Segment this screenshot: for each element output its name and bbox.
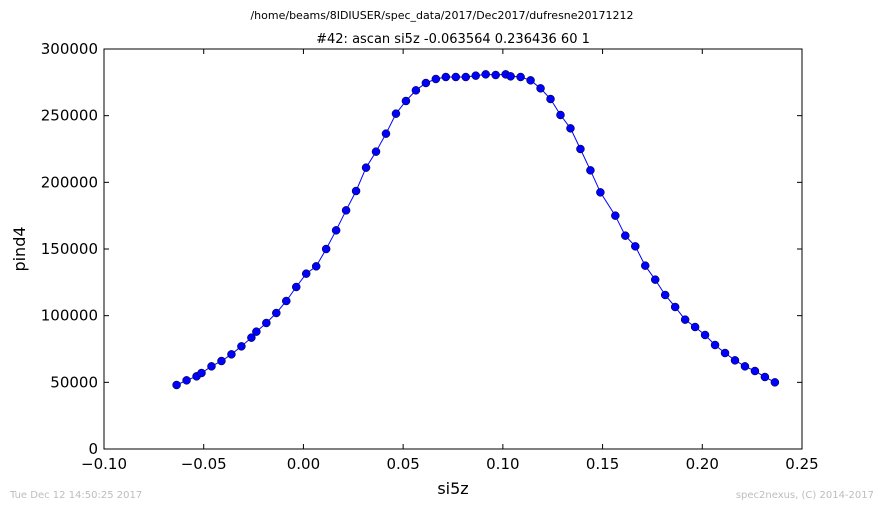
data-point <box>301 269 311 278</box>
data-point <box>282 296 291 306</box>
data-point <box>451 72 461 82</box>
series-line <box>176 73 776 386</box>
y-tick-label: 50000 <box>50 373 98 391</box>
y-tick-label: 300000 <box>41 40 98 58</box>
data-point <box>740 362 750 371</box>
data-point <box>536 84 545 93</box>
data-point <box>770 378 780 387</box>
data-point <box>631 242 640 251</box>
x-tick-label: 0.25 <box>785 455 818 473</box>
data-point <box>331 226 341 235</box>
chart-title: #42: ascan si5z -0.063564 0.236436 60 1 <box>316 32 590 47</box>
data-point <box>431 74 441 84</box>
y-tick-label: 200000 <box>41 173 98 191</box>
y-tick-label: 0 <box>88 440 98 458</box>
data-point <box>621 231 630 240</box>
data-point <box>272 308 281 318</box>
data-point <box>611 211 620 220</box>
data-point <box>670 302 680 312</box>
data-point <box>596 188 605 197</box>
data-point <box>750 366 760 376</box>
data-point <box>361 163 371 172</box>
data-point <box>546 94 555 104</box>
data-point <box>491 70 500 80</box>
data-point <box>650 275 660 284</box>
data-point <box>262 318 271 328</box>
x-tick-label: 0.20 <box>686 455 719 473</box>
x-tick-label: 0.00 <box>287 455 320 473</box>
x-tick-label: −0.05 <box>181 455 227 473</box>
data-point <box>197 368 206 378</box>
data-point <box>700 330 710 340</box>
y-axis-label: pind4 <box>10 226 29 271</box>
data-point <box>516 72 525 82</box>
data-point <box>237 342 246 351</box>
x-tick-label: 0.05 <box>386 455 419 473</box>
data-point <box>172 380 181 390</box>
data-point <box>710 340 720 350</box>
data-point <box>760 372 770 382</box>
data-point <box>391 109 401 118</box>
data-point <box>351 186 361 196</box>
data-point <box>680 315 690 324</box>
y-axis: 0 50000 100000 150000 200000 250000 300000 <box>41 40 802 458</box>
y-tick-label: 150000 <box>41 240 98 258</box>
figure-suptitle: /home/beams/8IDIUSER/spec_data/2017/Dec2… <box>250 9 633 22</box>
data-point <box>381 129 391 138</box>
y-tick-label: 250000 <box>41 107 98 125</box>
data-point <box>576 144 585 154</box>
x-tick-label: 0.10 <box>486 455 519 473</box>
series-layer <box>172 70 780 390</box>
data-point <box>690 322 700 332</box>
data-point <box>506 72 515 81</box>
footer-credit: spec2nexus, (C) 2014-2017 <box>736 490 874 501</box>
data-point <box>471 71 480 80</box>
data-point <box>217 356 226 366</box>
plot-frame <box>103 48 803 450</box>
data-point <box>341 206 351 215</box>
data-point <box>371 147 381 156</box>
footer-timestamp: Tue Dec 12 14:50:25 2017 <box>9 490 142 501</box>
data-point <box>526 76 535 85</box>
data-point <box>586 166 595 175</box>
data-point <box>291 282 301 292</box>
data-point <box>401 96 411 106</box>
data-point <box>421 78 431 88</box>
data-point <box>461 72 471 82</box>
x-tick-label: 0.15 <box>586 455 619 473</box>
x-axis: −0.10 −0.05 0.00 0.05 0.10 0.15 0.20 0.25 <box>81 49 819 473</box>
data-point <box>411 86 421 95</box>
data-point <box>227 350 236 359</box>
data-point <box>481 70 490 79</box>
y-tick-label: 100000 <box>41 307 98 325</box>
data-point <box>730 356 740 365</box>
data-point <box>182 376 191 385</box>
data-point <box>566 124 575 133</box>
data-point <box>640 261 650 270</box>
data-point <box>321 244 331 254</box>
data-point <box>311 262 321 271</box>
data-point <box>252 327 261 336</box>
x-tick-label: −0.10 <box>81 455 127 473</box>
data-point <box>720 348 730 358</box>
data-point <box>660 290 670 300</box>
data-point <box>441 72 451 82</box>
x-axis-label: si5z <box>437 479 468 498</box>
data-point <box>556 110 565 120</box>
data-point <box>247 333 256 342</box>
data-point <box>207 362 216 371</box>
